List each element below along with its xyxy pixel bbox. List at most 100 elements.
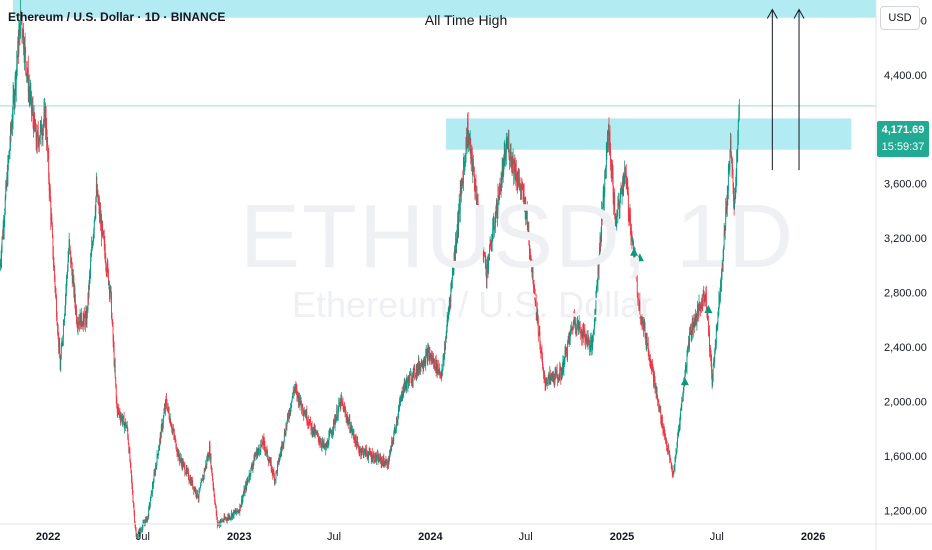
candle-body xyxy=(55,287,56,293)
candle-body xyxy=(292,392,294,394)
candle-body xyxy=(88,292,89,296)
candle-body xyxy=(271,466,273,473)
candle-body xyxy=(426,352,428,362)
candle-body xyxy=(122,416,124,420)
candle-body xyxy=(106,263,108,273)
candle-body xyxy=(83,313,85,318)
candle-body xyxy=(386,460,388,467)
candle-body xyxy=(503,158,505,175)
candle-body xyxy=(588,338,590,340)
candle-body xyxy=(526,210,528,224)
candle-body xyxy=(554,372,556,383)
candle-body xyxy=(614,216,616,221)
candle-body xyxy=(206,458,208,465)
candle-body xyxy=(327,441,329,446)
candle-body xyxy=(588,337,589,339)
time-axis[interactable]: 2022 Jul 2023 Jul 2024 Jul 2025 Jul 2026 xyxy=(0,523,932,543)
candle-body xyxy=(434,359,435,368)
candle-body xyxy=(11,125,12,131)
candle-body xyxy=(584,331,586,338)
candle-body xyxy=(278,458,280,462)
candle-body xyxy=(631,232,633,243)
candle-body xyxy=(155,467,156,474)
candle-body xyxy=(263,438,265,441)
candle-body xyxy=(738,105,740,115)
candle-body xyxy=(543,373,545,377)
candle-body xyxy=(343,407,345,412)
candle-body xyxy=(726,203,728,209)
candle-body xyxy=(672,473,674,475)
candle-body xyxy=(419,366,421,371)
candle-body xyxy=(549,372,551,379)
candle-body xyxy=(140,529,142,531)
candle-body xyxy=(407,382,409,387)
candle-body xyxy=(655,387,657,394)
candle-body xyxy=(240,499,242,506)
candle-body xyxy=(272,471,274,475)
candle-body xyxy=(674,467,675,470)
time-tick-label: Jul xyxy=(710,531,724,543)
candle-body xyxy=(512,156,514,164)
candle-body xyxy=(671,468,673,474)
candle-body xyxy=(176,448,177,451)
candle-body xyxy=(270,461,272,471)
candle-body xyxy=(656,392,658,400)
candle-body xyxy=(408,376,409,387)
candle-body xyxy=(209,445,210,456)
candle-body xyxy=(557,375,559,380)
candle-body xyxy=(83,313,85,319)
candle-body xyxy=(539,331,541,345)
candle-body xyxy=(609,132,610,145)
candle-body xyxy=(220,519,222,523)
candle-body xyxy=(734,194,736,208)
last-price-badge: 4,171.69 15:59:37 xyxy=(877,121,929,157)
candle-body xyxy=(343,405,344,412)
candle-body xyxy=(626,180,628,189)
candle-body xyxy=(169,419,171,423)
candle-body xyxy=(645,336,647,344)
candle-body xyxy=(4,213,6,221)
candle-body xyxy=(316,433,318,435)
candle-body xyxy=(163,413,165,417)
candle-body xyxy=(654,374,655,379)
candle-body xyxy=(10,126,12,131)
candle-body xyxy=(523,193,525,200)
candle-body xyxy=(561,368,563,376)
candle-body xyxy=(104,251,106,262)
candle-body xyxy=(384,464,386,465)
candle-body xyxy=(423,363,425,368)
candle-body xyxy=(222,520,223,522)
candle-body xyxy=(545,382,547,384)
candle-body xyxy=(500,184,501,194)
candle-body xyxy=(581,336,583,338)
candle-body xyxy=(204,467,206,472)
candle-body xyxy=(142,526,143,531)
candle-body xyxy=(502,168,504,175)
candle-body xyxy=(697,309,698,319)
candle-body xyxy=(123,416,124,417)
candle-body xyxy=(449,300,451,302)
candle-body xyxy=(614,196,616,217)
candle-body xyxy=(675,458,676,462)
candle-body xyxy=(534,290,536,298)
candle-body xyxy=(628,210,630,216)
currency-button[interactable]: USD xyxy=(880,6,920,30)
candle-body xyxy=(599,236,601,248)
candle-body xyxy=(151,490,153,494)
candle-body xyxy=(6,176,8,188)
candle-body xyxy=(421,360,423,367)
candle-body xyxy=(698,303,700,316)
candle-body xyxy=(98,203,100,205)
chart-title[interactable]: Ethereum / U.S. Dollar · 1D · BINANCE xyxy=(8,10,226,24)
candle-body xyxy=(390,448,392,452)
candle-body xyxy=(382,461,384,466)
candle-body xyxy=(72,276,74,278)
candle-body xyxy=(203,470,205,476)
candle-body xyxy=(160,426,162,439)
candle-body xyxy=(243,494,244,497)
price-axis[interactable]: 1,200.00 1,600.00 2,000.00 2,400.00 2,800.00… xyxy=(875,0,927,550)
candle-body xyxy=(216,514,218,518)
candle-body xyxy=(188,471,189,479)
candle-body xyxy=(306,421,308,423)
